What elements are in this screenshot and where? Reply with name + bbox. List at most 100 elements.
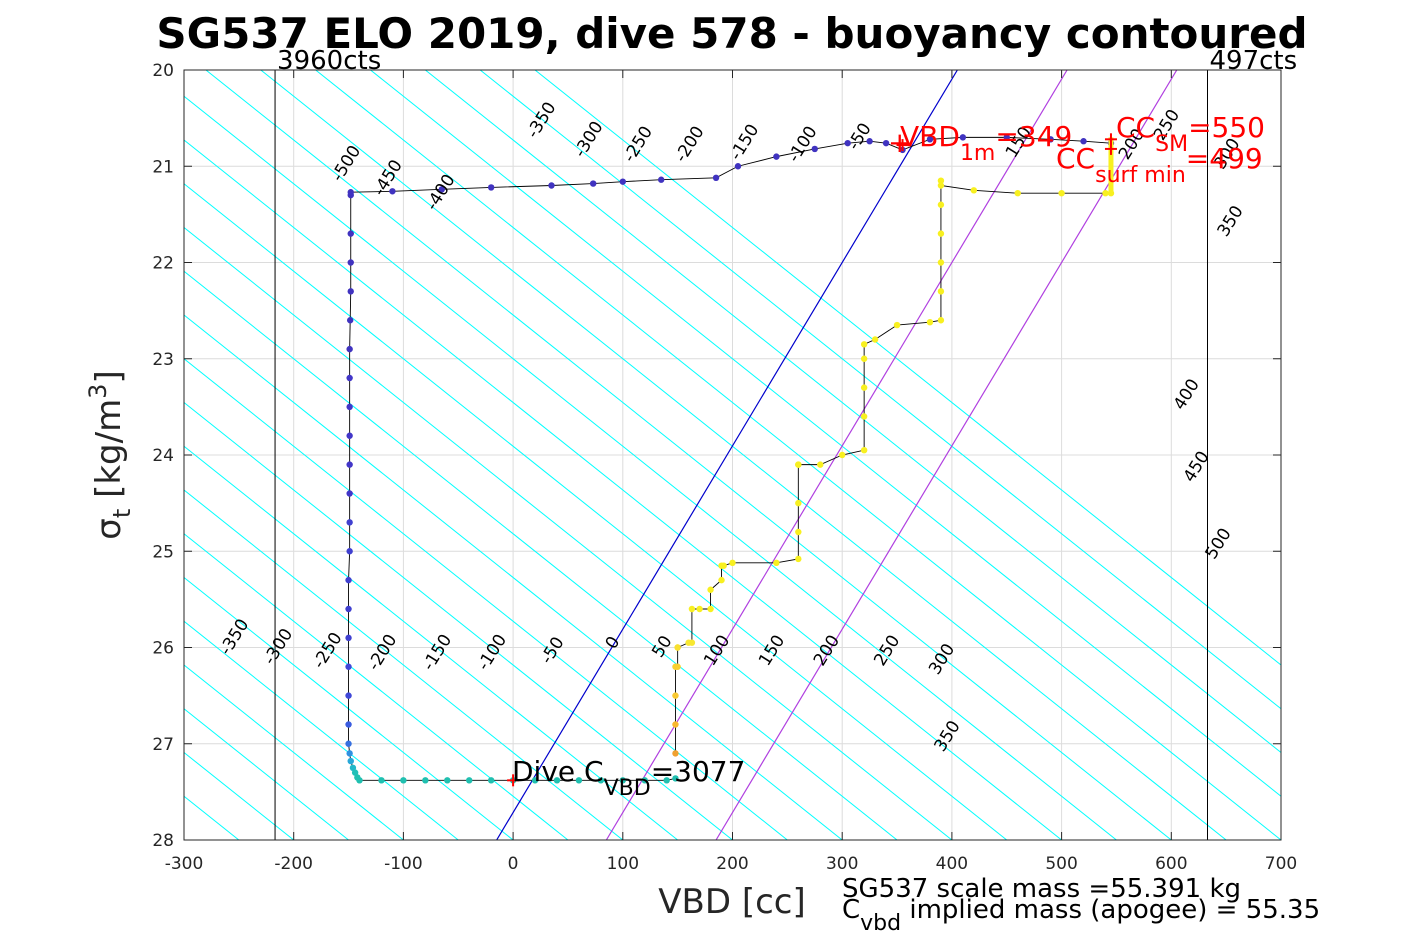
climb-path-point <box>720 562 727 569</box>
climb-path-point <box>1014 190 1021 197</box>
surface-path-point <box>866 138 873 145</box>
x-tick-label: 0 <box>508 854 519 874</box>
climb-path-point <box>871 336 879 343</box>
contour-line <box>184 533 569 840</box>
vbd-1m-annotation: VBD1m=349 <box>900 120 1072 166</box>
climb-path-point <box>795 499 802 507</box>
dive-series <box>345 134 1115 784</box>
contour-line <box>370 70 1281 797</box>
cc-surf-annotation: CCsurf min=499 <box>1056 142 1263 188</box>
climb-path-point <box>937 182 945 189</box>
cc-surf-pre: CC <box>1056 142 1095 175</box>
contour-line <box>184 576 514 840</box>
contour-line <box>479 70 1281 710</box>
y-tick-label: 23 <box>152 350 174 370</box>
cc-sm-annotation: CCSM=550 <box>1116 111 1265 157</box>
surface-path-point <box>589 180 597 187</box>
dive-cvbd-annotation: Dive CVBD=3077 <box>512 755 745 801</box>
dive-path-point <box>346 317 354 324</box>
dive-path-point <box>347 230 354 237</box>
climb-path-point <box>688 605 696 613</box>
climb-path-point <box>937 259 945 266</box>
footer-implied-mass: Cvbd implied mass (apogee) = 55.35 <box>842 895 1320 936</box>
contour-line <box>260 70 1227 840</box>
dive-path-point <box>553 777 561 784</box>
buoyancy-contours <box>184 70 1281 840</box>
y-tick-label: 26 <box>152 639 174 659</box>
climb-path-point <box>672 692 679 699</box>
contour-line <box>184 314 843 840</box>
reference-line-neutral <box>496 70 958 840</box>
surface-path-point <box>959 134 967 141</box>
cc-sm-post: =550 <box>1188 111 1265 144</box>
surface-path-line <box>350 136 1111 193</box>
count-label-left: 3960cts <box>277 46 381 76</box>
vbd-1m-post: =349 <box>995 120 1072 153</box>
x-tick-label: -200 <box>274 854 313 874</box>
surface-path-point <box>1047 136 1054 143</box>
surface-path-point <box>926 136 934 143</box>
contour-line <box>184 445 678 840</box>
contour-line <box>184 183 1008 840</box>
climb-path-point <box>860 355 868 362</box>
surface-path-point <box>882 139 890 147</box>
dive-path-point <box>346 403 353 411</box>
surface-path-point <box>487 184 495 191</box>
footer-cvbd-pre: C <box>842 895 860 925</box>
surface-path-point <box>347 189 354 196</box>
dive-path-point <box>466 777 473 784</box>
dive-path-point <box>345 576 352 584</box>
climb-path-point <box>970 187 978 194</box>
dive-path-point <box>346 750 353 757</box>
dive-path-point <box>619 777 626 784</box>
dive-path-point <box>346 432 353 439</box>
cc-sm-pre: CC <box>1116 111 1155 144</box>
y-axis-label-end: ] <box>89 370 129 383</box>
y-tick-label: 27 <box>152 735 174 755</box>
count-label-right: 497cts <box>1210 46 1298 76</box>
climb-path-point <box>696 605 703 613</box>
surface-path-point <box>548 182 555 189</box>
x-tick-label: 100 <box>607 854 639 874</box>
dive-cvbd-pre: Dive C <box>512 755 604 788</box>
surface-path-point <box>712 174 720 181</box>
dive-path-point <box>378 777 385 784</box>
dive-path-point <box>345 740 352 747</box>
y-tick-label: 21 <box>152 157 174 177</box>
dive-path-point <box>349 764 357 772</box>
climb-path-point <box>773 559 780 566</box>
climb-path-point <box>860 446 868 454</box>
y-tick-label: 28 <box>152 831 174 851</box>
dive-path-point <box>345 605 352 613</box>
dive-path-point <box>575 777 583 784</box>
y-axis-label-symbol: σ <box>89 518 129 540</box>
climb-path-point <box>860 384 868 391</box>
climb-path-point <box>718 576 725 584</box>
reference-line-magenta-2 <box>715 70 1178 840</box>
dive-path-point <box>346 461 353 468</box>
climb-path-point <box>674 663 681 670</box>
contour-line <box>184 489 624 840</box>
vbd-1m-pre: VBD <box>900 120 960 153</box>
dive-path-point <box>422 777 429 784</box>
surface-path-point <box>438 186 445 193</box>
y-tick-label: 24 <box>152 446 174 466</box>
surface-path-point <box>773 153 780 160</box>
surface-path-point <box>619 178 626 185</box>
climb-path-point <box>795 555 802 563</box>
surface-path-point <box>844 139 851 147</box>
cc-surf-post: =499 <box>1186 142 1263 175</box>
dive-path-point <box>444 777 451 784</box>
count-lines: 3960cts 497cts <box>274 46 1298 840</box>
climb-path-point <box>707 586 714 593</box>
axis-ticks: -300 -200 -100 0 100 200 300 400 500 600 700 20 21 22… <box>152 61 1297 874</box>
footer-cvbd-post: implied mass (apogee) = 55.35 <box>901 895 1320 925</box>
climb-path-point <box>839 451 846 459</box>
contour-line <box>184 708 349 840</box>
dive-cvbd-post: =3077 <box>651 755 746 788</box>
dive-path-point <box>346 374 353 382</box>
dive-path-point <box>346 345 353 353</box>
contour-line <box>184 95 1117 840</box>
footer-scale-mass: SG537 scale mass =55.391 kg <box>842 874 1241 904</box>
